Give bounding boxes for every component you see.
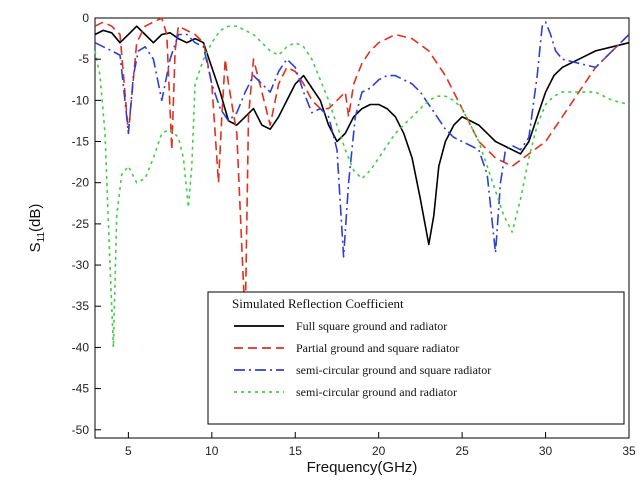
y-tick-label: 0 [82,11,89,25]
y-tick-label: -10 [72,93,90,107]
x-tick-label: 30 [539,444,553,458]
legend-title: Simulated Reflection Coefficient [232,296,404,311]
series-layer [94,17,630,349]
x-tick-label: 35 [622,444,636,458]
y-tick-label: -20 [72,176,90,190]
x-axis-label: Frequency(GHz) [307,459,418,476]
x-tick-label: 15 [289,444,303,458]
y-tick-label: -30 [72,258,90,272]
legend-label-2: Partial ground and square radiator [296,341,459,355]
y-tick-label: -5 [78,52,89,66]
legend-label-3: semi-circular ground and square radiator [296,363,491,377]
series-line-1 [94,25,630,246]
svg-text:S11(dB): S11(dB) [27,204,47,253]
series-line-4 [94,25,630,349]
y-axis-label: S11(dB) [27,204,47,253]
y-tick-label: -15 [72,135,90,149]
y-tick-label: -35 [72,299,90,313]
x-tick-label: 20 [372,444,386,458]
legend-label-1: Full square ground and radiator [296,319,447,333]
tick-layer: 5 10 15 20 25 30 35 0 -5 -10 -15 -20 -25 -30 -35 -40 -45… [72,11,636,458]
x-tick-label: 25 [455,444,469,458]
series-line-3 [94,21,630,258]
legend-box [207,291,625,425]
y-axis-label-main: S [27,242,44,252]
legend-items: Full square ground and radiator Partial g… [234,319,491,399]
series-line-2 [94,17,630,324]
x-tick-label: 5 [125,444,132,458]
legend: Simulated Reflection Coefficient Full sq… [207,291,625,425]
y-tick-label: -25 [72,217,90,231]
y-axis-label-sub: 11 [36,232,47,243]
x-tick-label: 10 [205,444,219,458]
y-tick-label: -45 [72,382,90,396]
legend-label-4: semi-circular ground and radiator [296,385,457,399]
plot-frame [94,17,630,439]
y-axis-label-unit: (dB) [27,204,44,232]
y-tick-label: -40 [72,340,90,354]
y-tick-label: -50 [72,423,90,437]
